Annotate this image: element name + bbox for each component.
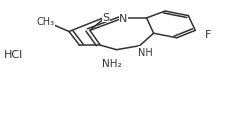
Text: N: N — [119, 14, 128, 24]
Text: HCl: HCl — [4, 50, 23, 60]
Text: F: F — [205, 30, 211, 40]
Text: NH₂: NH₂ — [102, 58, 122, 68]
Text: NH: NH — [138, 48, 153, 57]
Text: CH₃: CH₃ — [37, 17, 55, 27]
Text: S: S — [103, 13, 110, 23]
